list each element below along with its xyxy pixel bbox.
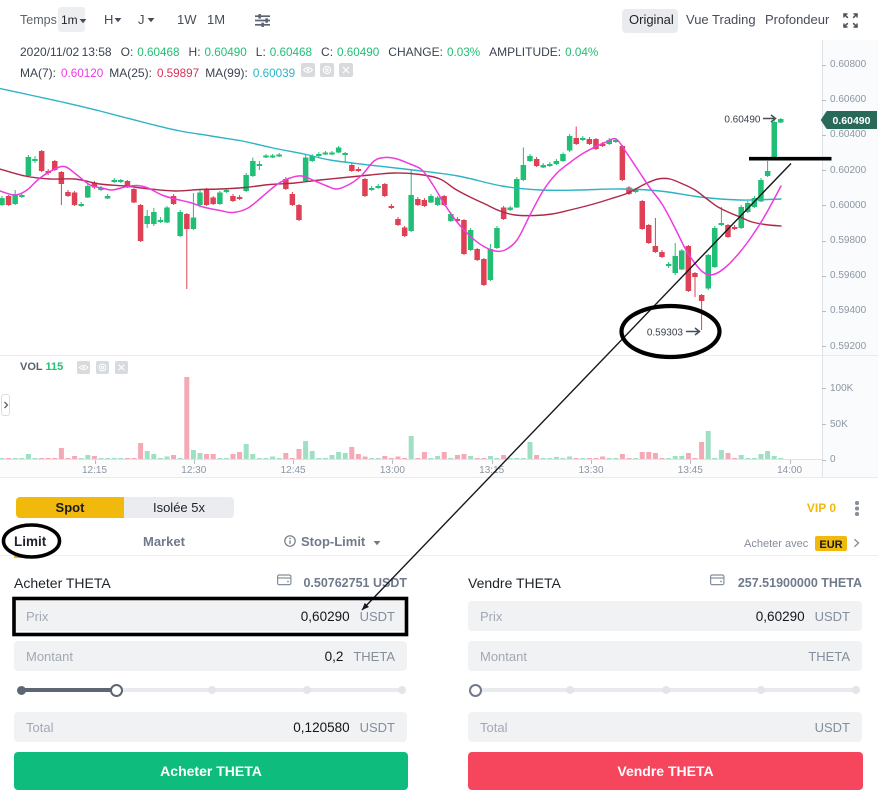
svg-text:0.60490: 0.60490 <box>833 115 871 127</box>
